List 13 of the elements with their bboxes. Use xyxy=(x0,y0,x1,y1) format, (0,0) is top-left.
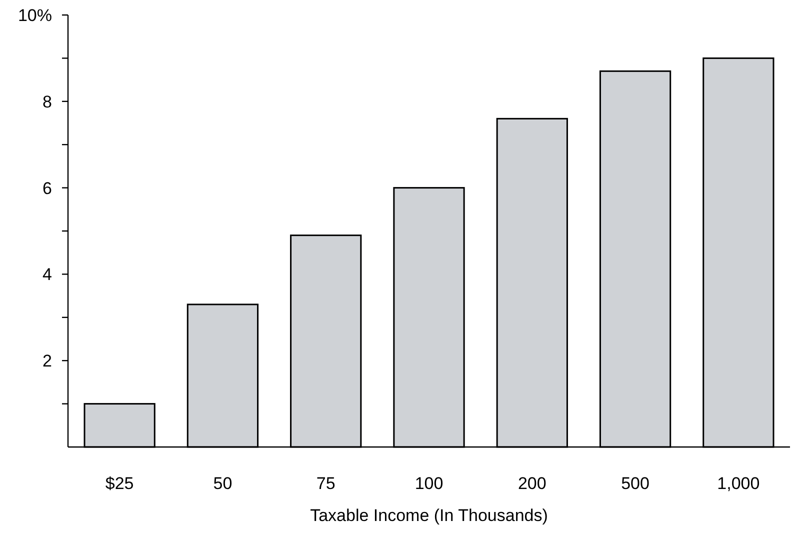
x-axis-title: Taxable Income (In Thousands) xyxy=(310,506,548,525)
x-tick-label: $25 xyxy=(105,474,134,493)
y-tick-label: 8 xyxy=(42,92,52,112)
y-tick-label: 2 xyxy=(42,352,52,371)
x-tick-label: 1,000 xyxy=(717,474,760,493)
x-tick-label: 500 xyxy=(621,474,650,493)
y-tick-label: 6 xyxy=(42,178,52,198)
x-tick-label: 50 xyxy=(213,474,232,493)
y-tick-label: 10% xyxy=(18,6,52,25)
x-tick-label: 200 xyxy=(518,474,546,493)
x-tick-label: 100 xyxy=(414,474,444,493)
y-tick-label: 4 xyxy=(42,265,52,284)
x-tick-label: 75 xyxy=(316,474,336,493)
